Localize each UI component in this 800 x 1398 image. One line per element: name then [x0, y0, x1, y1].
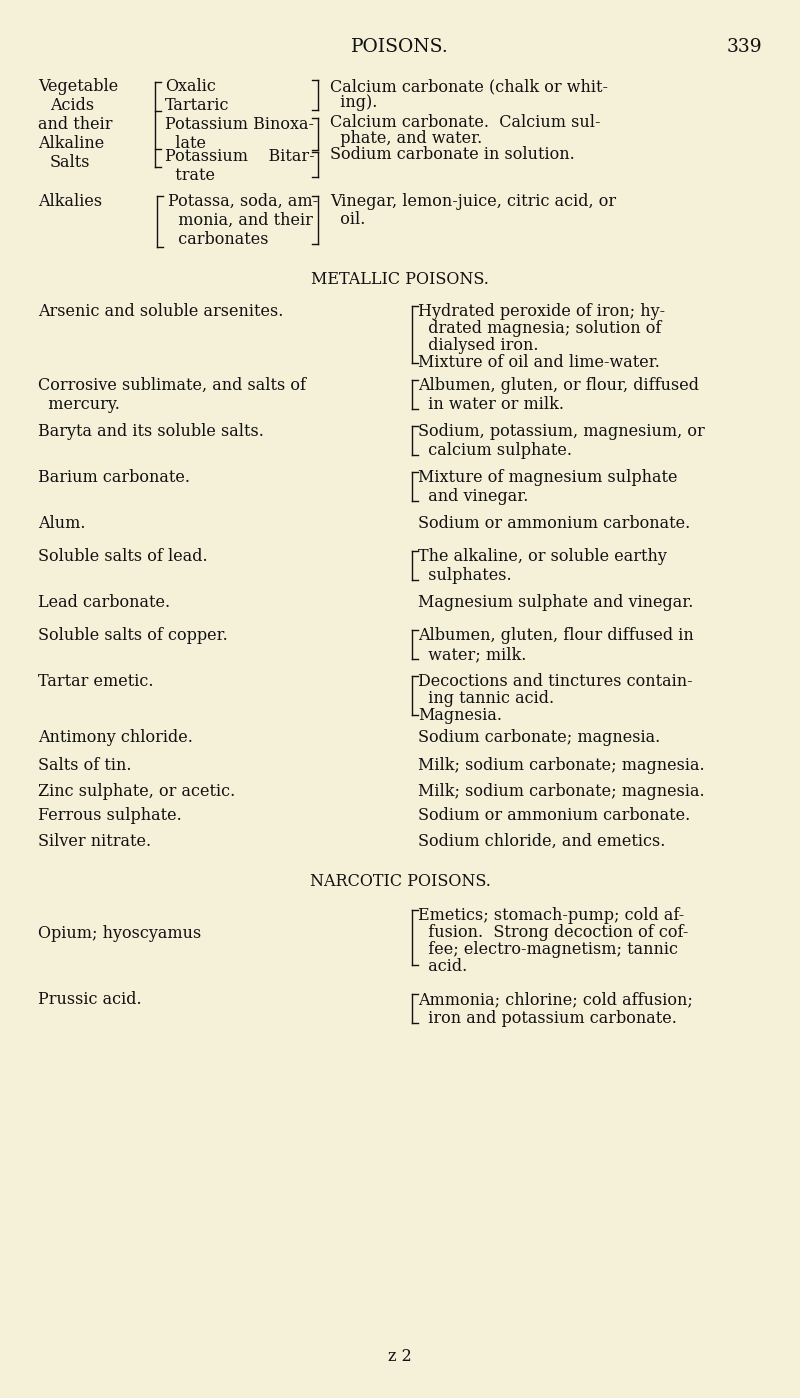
Text: Salts: Salts — [50, 154, 90, 171]
Text: Lead carbonate.: Lead carbonate. — [38, 594, 170, 611]
Text: Hydrated peroxide of iron; hy-: Hydrated peroxide of iron; hy- — [418, 302, 665, 320]
Text: Milk; sodium carbonate; magnesia.: Milk; sodium carbonate; magnesia. — [418, 783, 705, 800]
Text: fee; electro-magnetism; tannic: fee; electro-magnetism; tannic — [418, 941, 678, 958]
Text: The alkaline, or soluble earthy: The alkaline, or soluble earthy — [418, 548, 667, 565]
Text: Salts of tin.: Salts of tin. — [38, 758, 131, 774]
Text: Vinegar, lemon-juice, citric acid, or: Vinegar, lemon-juice, citric acid, or — [330, 193, 616, 210]
Text: Sodium chloride, and emetics.: Sodium chloride, and emetics. — [418, 832, 666, 850]
Text: Vegetable: Vegetable — [38, 78, 118, 95]
Text: carbonates: carbonates — [168, 231, 269, 247]
Text: trate: trate — [165, 168, 215, 185]
Text: phate, and water.: phate, and water. — [330, 130, 482, 147]
Text: Mixture of magnesium sulphate: Mixture of magnesium sulphate — [418, 468, 678, 487]
Text: ing).: ing). — [330, 94, 378, 112]
Text: Mixture of oil and lime-water.: Mixture of oil and lime-water. — [418, 354, 660, 370]
Text: Acids: Acids — [50, 96, 94, 115]
Text: Sodium carbonate; magnesia.: Sodium carbonate; magnesia. — [418, 728, 660, 745]
Text: and vinegar.: and vinegar. — [418, 488, 528, 505]
Text: Ammonia; chlorine; cold affusion;: Ammonia; chlorine; cold affusion; — [418, 991, 693, 1008]
Text: Tartar emetic.: Tartar emetic. — [38, 672, 154, 691]
Text: fusion.  Strong decoction of cof-: fusion. Strong decoction of cof- — [418, 924, 688, 941]
Text: Barium carbonate.: Barium carbonate. — [38, 468, 190, 487]
Text: METALLIC POISONS.: METALLIC POISONS. — [311, 271, 489, 288]
Text: monia, and their: monia, and their — [168, 211, 313, 228]
Text: Tartaric: Tartaric — [165, 96, 230, 115]
Text: Oxalic: Oxalic — [165, 78, 216, 95]
Text: mercury.: mercury. — [38, 396, 120, 412]
Text: Calcium carbonate.  Calcium sul-: Calcium carbonate. Calcium sul- — [330, 115, 601, 131]
Text: Calcium carbonate (chalk or whit-: Calcium carbonate (chalk or whit- — [330, 78, 608, 95]
Text: Opium; hyoscyamus: Opium; hyoscyamus — [38, 925, 202, 942]
Text: acid.: acid. — [418, 958, 467, 974]
Text: Alum.: Alum. — [38, 514, 86, 533]
Text: Silver nitrate.: Silver nitrate. — [38, 832, 151, 850]
Text: Alkaline: Alkaline — [38, 136, 104, 152]
Text: Magnesium sulphate and vinegar.: Magnesium sulphate and vinegar. — [418, 594, 694, 611]
Text: late: late — [165, 136, 206, 152]
Text: in water or milk.: in water or milk. — [418, 396, 564, 412]
Text: Potassa, soda, am-: Potassa, soda, am- — [168, 193, 318, 210]
Text: Decoctions and tinctures contain-: Decoctions and tinctures contain- — [418, 672, 693, 691]
Text: and their: and their — [38, 116, 113, 133]
Text: Sodium or ammonium carbonate.: Sodium or ammonium carbonate. — [418, 808, 690, 825]
Text: Arsenic and soluble arsenites.: Arsenic and soluble arsenites. — [38, 302, 283, 320]
Text: Sodium, potassium, magnesium, or: Sodium, potassium, magnesium, or — [418, 424, 705, 440]
Text: Sodium or ammonium carbonate.: Sodium or ammonium carbonate. — [418, 514, 690, 533]
Text: POISONS.: POISONS. — [351, 38, 449, 56]
Text: calcium sulphate.: calcium sulphate. — [418, 442, 572, 459]
Text: 339: 339 — [726, 38, 762, 56]
Text: Sodium carbonate in solution.: Sodium carbonate in solution. — [330, 147, 574, 164]
Text: ing tannic acid.: ing tannic acid. — [418, 691, 554, 707]
Text: Antimony chloride.: Antimony chloride. — [38, 728, 193, 745]
Text: Prussic acid.: Prussic acid. — [38, 991, 142, 1008]
Text: Emetics; stomach-pump; cold af-: Emetics; stomach-pump; cold af- — [418, 906, 684, 924]
Text: dialysed iron.: dialysed iron. — [418, 337, 538, 354]
Text: sulphates.: sulphates. — [418, 568, 512, 584]
Text: Ferrous sulphate.: Ferrous sulphate. — [38, 808, 182, 825]
Text: oil.: oil. — [330, 211, 366, 228]
Text: Soluble salts of lead.: Soluble salts of lead. — [38, 548, 208, 565]
Text: Baryta and its soluble salts.: Baryta and its soluble salts. — [38, 424, 264, 440]
Text: Potassium Binoxa-: Potassium Binoxa- — [165, 116, 314, 133]
Text: Alkalies: Alkalies — [38, 193, 102, 210]
Text: Milk; sodium carbonate; magnesia.: Milk; sodium carbonate; magnesia. — [418, 758, 705, 774]
Text: water; milk.: water; milk. — [418, 646, 526, 663]
Text: Potassium    Bitar-: Potassium Bitar- — [165, 148, 314, 165]
Text: iron and potassium carbonate.: iron and potassium carbonate. — [418, 1009, 677, 1028]
Text: NARCOTIC POISONS.: NARCOTIC POISONS. — [310, 874, 490, 891]
Text: Soluble salts of copper.: Soluble salts of copper. — [38, 626, 228, 644]
Text: Albumen, gluten, or flour, diffused: Albumen, gluten, or flour, diffused — [418, 377, 699, 394]
Text: z 2: z 2 — [388, 1348, 412, 1364]
Text: Albumen, gluten, flour diffused in: Albumen, gluten, flour diffused in — [418, 626, 694, 644]
Text: Magnesia.: Magnesia. — [418, 707, 502, 724]
Text: drated magnesia; solution of: drated magnesia; solution of — [418, 320, 662, 337]
Text: Zinc sulphate, or acetic.: Zinc sulphate, or acetic. — [38, 783, 235, 800]
Text: Corrosive sublimate, and salts of: Corrosive sublimate, and salts of — [38, 377, 306, 394]
